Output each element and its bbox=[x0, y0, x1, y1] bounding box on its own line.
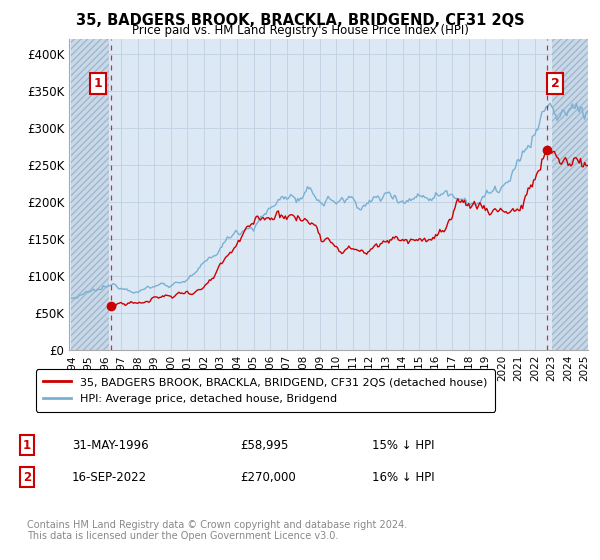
HPI: Average price, detached house, Bridgend: (2e+03, 1.6e+05): Average price, detached house, Bridgend:… bbox=[233, 228, 241, 235]
Bar bbox=[71, 39, 109, 350]
Text: 1: 1 bbox=[94, 77, 103, 90]
Text: Price paid vs. HM Land Registry's House Price Index (HPI): Price paid vs. HM Land Registry's House … bbox=[131, 24, 469, 37]
Bar bbox=[551, 39, 588, 350]
35, BADGERS BROOK, BRACKLA, BRIDGEND, CF31 2QS (detached house) bbox=[305, 220, 313, 226]
Text: 1: 1 bbox=[23, 438, 31, 452]
Line: 35, BADGERS BROOK, BRACKLA, BRIDGEND, CF31 2QS (detached house): 35, BADGERS BROOK, BRACKLA, BRIDGEND, CF… bbox=[110, 147, 587, 306]
Legend: 35, BADGERS BROOK, BRACKLA, BRIDGEND, CF31 2QS (detached house), HPI: Average pr: 35, BADGERS BROOK, BRACKLA, BRIDGEND, CF… bbox=[35, 370, 495, 412]
Text: 31-MAY-1996: 31-MAY-1996 bbox=[72, 438, 149, 452]
Text: 15% ↓ HPI: 15% ↓ HPI bbox=[372, 438, 434, 452]
HPI: Average price, detached house, Bridgend: (2e+03, 1.64e+05): Average price, detached house, Bridgend:… bbox=[244, 226, 251, 232]
HPI: Average price, detached house, Bridgend: (2.03e+03, 3.23e+05): Average price, detached house, Bridgend:… bbox=[584, 108, 591, 114]
35, BADGERS BROOK, BRACKLA, BRIDGEND, CF31 2QS (detached house) bbox=[584, 162, 591, 169]
HPI: Average price, detached house, Bridgend: (2.02e+03, 3.34e+05): Average price, detached house, Bridgend:… bbox=[573, 100, 580, 106]
35, BADGERS BROOK, BRACKLA, BRIDGEND, CF31 2QS (detached house) bbox=[439, 227, 446, 234]
Line: HPI: Average price, detached house, Bridgend: HPI: Average price, detached house, Brid… bbox=[71, 103, 587, 298]
35, BADGERS BROOK, BRACKLA, BRIDGEND, CF31 2QS (detached house) bbox=[457, 199, 464, 206]
35, BADGERS BROOK, BRACKLA, BRIDGEND, CF31 2QS (detached house) bbox=[355, 247, 362, 254]
HPI: Average price, detached house, Bridgend: (2.01e+03, 2.05e+05): Average price, detached house, Bridgend:… bbox=[326, 195, 333, 202]
35, BADGERS BROOK, BRACKLA, BRIDGEND, CF31 2QS (detached house) bbox=[107, 303, 114, 310]
HPI: Average price, detached house, Bridgend: (2.02e+03, 3.17e+05): Average price, detached house, Bridgend:… bbox=[563, 112, 571, 119]
Text: £58,995: £58,995 bbox=[240, 438, 289, 452]
HPI: Average price, detached house, Bridgend: (1.99e+03, 7e+04): Average price, detached house, Bridgend:… bbox=[68, 295, 75, 301]
HPI: Average price, detached house, Bridgend: (2.01e+03, 2.01e+05): Average price, detached house, Bridgend:… bbox=[377, 198, 384, 204]
Text: 16% ↓ HPI: 16% ↓ HPI bbox=[372, 470, 434, 484]
Text: 35, BADGERS BROOK, BRACKLA, BRIDGEND, CF31 2QS: 35, BADGERS BROOK, BRACKLA, BRIDGEND, CF… bbox=[76, 13, 524, 29]
35, BADGERS BROOK, BRACKLA, BRIDGEND, CF31 2QS (detached house) bbox=[545, 144, 553, 151]
Text: 2: 2 bbox=[23, 470, 31, 484]
Text: 16-SEP-2022: 16-SEP-2022 bbox=[72, 470, 147, 484]
35, BADGERS BROOK, BRACKLA, BRIDGEND, CF31 2QS (detached house) bbox=[530, 176, 537, 183]
Text: 2: 2 bbox=[551, 77, 559, 90]
Text: Contains HM Land Registry data © Crown copyright and database right 2024.
This d: Contains HM Land Registry data © Crown c… bbox=[27, 520, 407, 542]
HPI: Average price, detached house, Bridgend: (2e+03, 1.11e+05): Average price, detached house, Bridgend:… bbox=[195, 265, 202, 272]
Text: £270,000: £270,000 bbox=[240, 470, 296, 484]
35, BADGERS BROOK, BRACKLA, BRIDGEND, CF31 2QS (detached house) bbox=[242, 226, 249, 232]
